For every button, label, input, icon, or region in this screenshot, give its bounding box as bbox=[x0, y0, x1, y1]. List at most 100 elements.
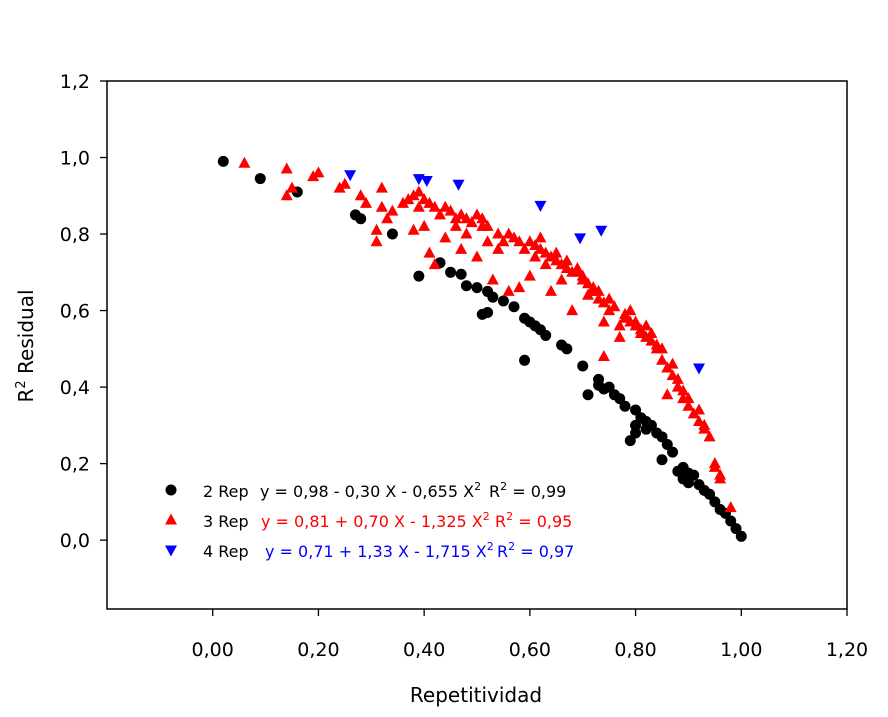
data-point-3-rep bbox=[375, 200, 388, 212]
y-axis-title: R2 Residual bbox=[14, 289, 38, 402]
legend-equation: y = 0,71 + 1,33 X - 1,715 X2 bbox=[265, 540, 494, 561]
data-point-2-rep bbox=[730, 523, 742, 535]
data-point-3-rep bbox=[529, 250, 542, 262]
legend-marker-4-rep bbox=[165, 545, 177, 557]
data-point-3-rep bbox=[523, 269, 536, 281]
data-point-2-rep bbox=[603, 381, 615, 393]
data-point-3-rep bbox=[338, 177, 351, 189]
data-point-3-rep bbox=[412, 200, 425, 212]
data-point-4-rep bbox=[452, 179, 465, 191]
legend-r2: R2 = 0,97 bbox=[497, 540, 574, 561]
y-axis-ticks: 0,0 0,2 0,4 0,6 0,8 1,0 1,2 bbox=[60, 71, 107, 552]
data-point-3-rep bbox=[592, 284, 605, 296]
data-point-3-rep bbox=[645, 327, 658, 339]
plot-frame bbox=[106, 80, 848, 610]
data-point-2-rep bbox=[386, 228, 398, 240]
data-point-3-rep bbox=[698, 418, 711, 430]
data-point-2-rep bbox=[497, 295, 509, 307]
data-point-3-rep bbox=[661, 361, 674, 373]
data-point-2-rep bbox=[482, 306, 494, 318]
data-point-3-rep bbox=[545, 284, 557, 296]
data-point-2-rep bbox=[217, 155, 229, 167]
data-point-3-rep bbox=[481, 219, 494, 231]
data-point-3-rep bbox=[603, 292, 616, 304]
data-point-2-rep bbox=[630, 419, 642, 431]
data-point-3-rep bbox=[687, 407, 700, 419]
data-point-2-rep bbox=[630, 404, 642, 416]
data-point-2-rep bbox=[735, 530, 747, 542]
data-point-2-rep bbox=[667, 446, 679, 458]
y-tick-label: 0,4 bbox=[60, 377, 90, 399]
data-point-3-rep bbox=[375, 181, 388, 193]
data-point-3-rep bbox=[550, 246, 563, 258]
data-point-3-rep bbox=[418, 219, 431, 231]
data-point-4-rep bbox=[595, 225, 608, 237]
data-point-3-rep bbox=[640, 319, 653, 331]
data-point-3-rep bbox=[677, 384, 690, 396]
legend-marker-2-rep bbox=[165, 484, 177, 496]
data-point-3-rep bbox=[465, 216, 478, 228]
data-point-3-rep bbox=[597, 296, 610, 308]
data-point-3-rep bbox=[381, 212, 394, 224]
data-point-2-rep bbox=[445, 266, 457, 278]
data-point-2-rep bbox=[487, 291, 499, 303]
data-point-3-rep bbox=[656, 342, 668, 354]
legend-r2: R2 = 0,99 bbox=[489, 480, 566, 501]
x-axis-title: Repetitividad bbox=[410, 683, 542, 707]
data-point-2-rep bbox=[471, 282, 483, 294]
data-point-3-rep bbox=[407, 223, 420, 235]
data-point-3-rep bbox=[407, 189, 420, 201]
data-point-4-rep bbox=[693, 363, 705, 375]
data-point-3-rep bbox=[513, 281, 526, 293]
data-point-3-rep bbox=[724, 501, 737, 513]
legend-r2: R2 = 0,95 bbox=[495, 510, 572, 531]
y-axis-title-sup: 2 bbox=[14, 380, 29, 388]
data-point-3-rep bbox=[238, 156, 251, 168]
data-point-2-rep bbox=[561, 343, 573, 355]
data-point-3-rep bbox=[486, 273, 499, 285]
legend-series-name: 2 Rep bbox=[203, 482, 249, 501]
data-point-3-rep bbox=[539, 258, 552, 270]
x-tick-label: 0,80 bbox=[614, 639, 656, 661]
legend-equation: y = 0,81 + 0,70 X - 1,325 X2 bbox=[261, 510, 490, 531]
x-tick-label: 0,40 bbox=[403, 639, 445, 661]
data-point-3-rep bbox=[492, 242, 505, 254]
x-tick-label: 0,20 bbox=[297, 639, 339, 661]
data-point-3-rep bbox=[476, 212, 489, 224]
data-point-4-rep bbox=[534, 200, 547, 212]
data-point-3-rep bbox=[333, 181, 346, 193]
data-point-2-rep bbox=[630, 427, 642, 439]
data-point-2-rep bbox=[413, 270, 425, 282]
data-point-3-rep bbox=[497, 235, 510, 247]
data-point-3-rep bbox=[597, 349, 610, 361]
data-point-3-rep bbox=[682, 399, 695, 411]
data-point-2-rep bbox=[593, 373, 605, 385]
data-point-3-rep bbox=[693, 403, 705, 415]
data-point-3-rep bbox=[386, 204, 399, 216]
y-tick-label: 0,0 bbox=[60, 530, 90, 552]
data-point-3-rep bbox=[434, 208, 446, 220]
x-tick-label: 0,60 bbox=[509, 639, 551, 661]
legend-series-name: 4 Rep bbox=[203, 542, 249, 561]
data-point-2-rep bbox=[540, 329, 552, 341]
data-point-3-rep bbox=[629, 315, 642, 327]
data-point-4-rep bbox=[344, 170, 357, 182]
legend: 2 Rep y = 0,98 - 0,30 X - 0,655 X2 R2 = 0,… bbox=[165, 480, 574, 561]
y-axis-title-rest: Residual bbox=[14, 289, 38, 380]
data-point-3-rep bbox=[471, 250, 483, 262]
x-axis-ticks: 0,00 0,20 0,40 0,60 0,80 1,00 1,20 bbox=[192, 609, 868, 661]
data-point-3-rep bbox=[280, 162, 293, 174]
data-point-3-rep bbox=[671, 372, 684, 384]
data-point-2-rep bbox=[582, 389, 594, 401]
data-point-3-rep bbox=[439, 231, 452, 243]
data-point-2-rep bbox=[254, 173, 266, 185]
data-point-2-rep bbox=[656, 454, 668, 466]
legend-marker-3-rep bbox=[165, 513, 177, 525]
data-point-3-rep bbox=[307, 170, 320, 182]
data-point-3-rep bbox=[370, 235, 383, 247]
data-point-2-rep bbox=[460, 280, 472, 292]
x-tick-label: 1,00 bbox=[720, 639, 762, 661]
data-point-3-rep bbox=[428, 258, 441, 270]
data-point-2-rep bbox=[688, 469, 700, 481]
data-point-3-rep bbox=[428, 200, 441, 212]
